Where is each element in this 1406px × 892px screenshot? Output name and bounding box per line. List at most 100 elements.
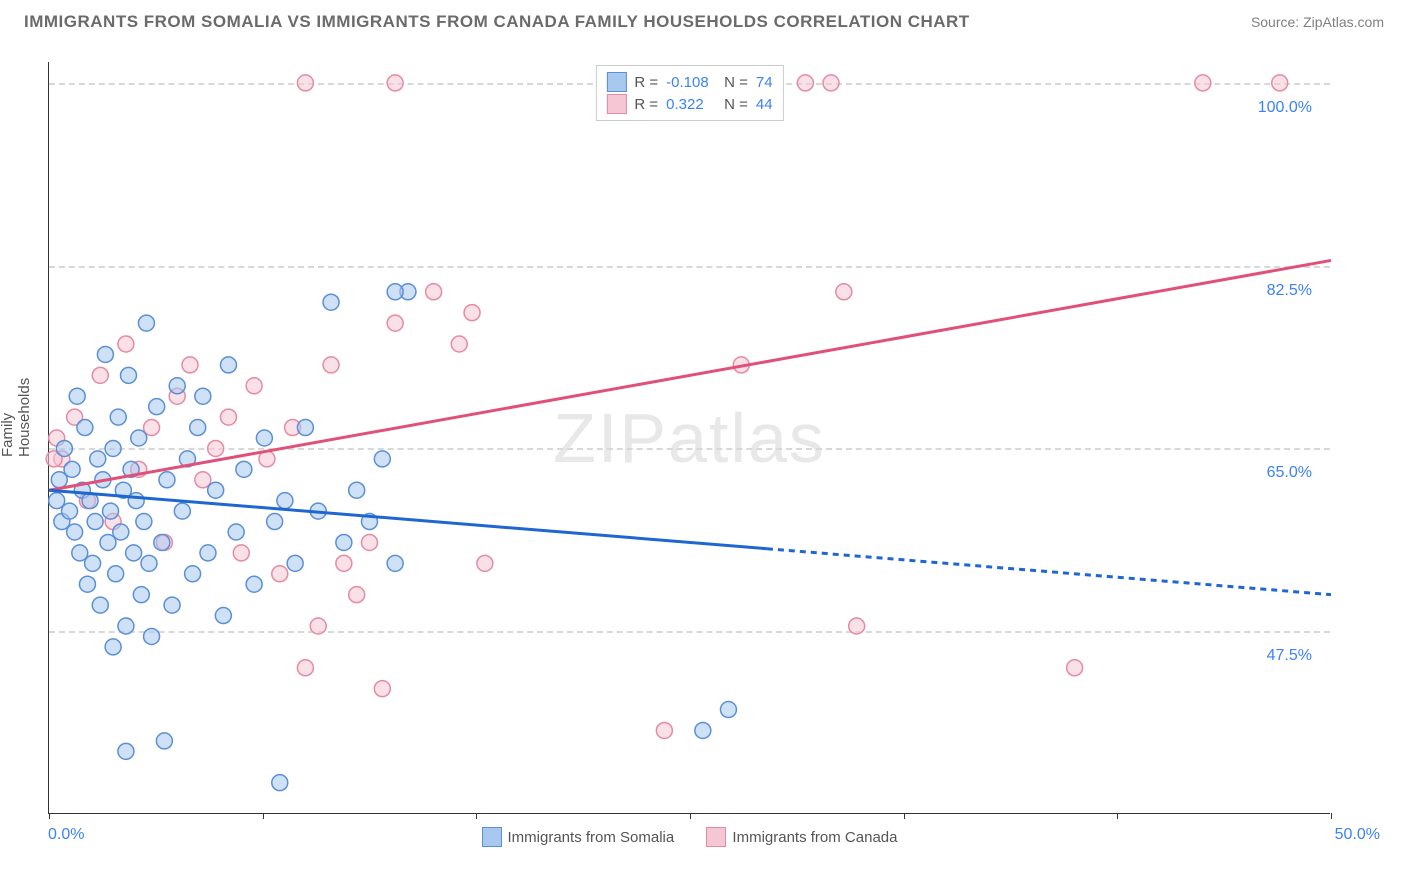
data-point [92,597,108,613]
data-point [62,503,78,519]
regression-line [767,549,1331,595]
data-point [246,576,262,592]
data-point [195,388,211,404]
x-tick-mark [476,813,477,819]
legend-label-somalia: Immigrants from Somalia [508,829,675,846]
data-point [149,399,165,415]
data-point [90,451,106,467]
data-point [823,75,839,91]
data-point [272,775,288,791]
data-point [92,367,108,383]
data-point [128,493,144,509]
data-point [85,555,101,571]
data-point [720,702,736,718]
data-point [1272,75,1288,91]
data-point [126,545,142,561]
data-point [118,743,134,759]
data-point [113,524,129,540]
data-point [272,566,288,582]
correlation-legend: R = -0.108 N = 74 R = 0.322 N = 44 [595,65,783,121]
data-point [1195,75,1211,91]
data-point [156,733,172,749]
chart-title: IMMIGRANTS FROM SOMALIA VS IMMIGRANTS FR… [24,12,970,32]
data-point [387,284,403,300]
plot-area: ZIPatlas R = -0.108 N = 74 R = 0.322 N =… [48,62,1330,814]
data-point [277,493,293,509]
data-point [233,545,249,561]
data-point [336,534,352,550]
data-point [138,315,154,331]
legend-item-somalia: Immigrants from Somalia [482,827,675,847]
series-legend: Immigrants from Somalia Immigrants from … [49,827,1330,851]
data-point [387,75,403,91]
y-axis-label: Family Households [0,437,33,457]
data-point [349,482,365,498]
data-point [105,440,121,456]
data-point [656,722,672,738]
data-point [236,461,252,477]
source-label: Source: ZipAtlas.com [1251,14,1384,30]
legend-row-somalia: R = -0.108 N = 74 [606,72,772,92]
data-point [185,566,201,582]
data-point [136,514,152,530]
data-point [118,618,134,634]
x-min-label: 0.0% [48,826,84,844]
data-point [387,315,403,331]
data-point [200,545,216,561]
data-point [64,461,80,477]
data-point [108,566,124,582]
x-tick-mark [1331,813,1332,819]
data-point [208,440,224,456]
data-point [118,336,134,352]
data-point [131,430,147,446]
n-label: N = [724,96,748,113]
chart-svg [49,62,1330,813]
data-point [464,305,480,321]
data-point [451,336,467,352]
n-value-canada: 44 [756,96,773,113]
data-point [97,346,113,362]
data-point [133,587,149,603]
data-point [287,555,303,571]
data-point [374,681,390,697]
data-point [105,639,121,655]
data-point [323,294,339,310]
r-value-canada: 0.322 [666,96,716,113]
x-max-label: 50.0% [1335,826,1380,844]
swatch-canada-icon [706,827,726,847]
data-point [426,284,442,300]
swatch-canada [606,94,626,114]
data-point [144,628,160,644]
x-tick-mark [263,813,264,819]
r-label: R = [634,96,658,113]
data-point [220,357,236,373]
x-tick-mark [690,813,691,819]
data-point [79,576,95,592]
r-label: R = [634,74,658,91]
data-point [297,420,313,436]
data-point [349,587,365,603]
data-point [246,378,262,394]
data-point [362,534,378,550]
x-tick-mark [904,813,905,819]
n-value-somalia: 74 [756,74,773,91]
n-label: N = [724,74,748,91]
data-point [695,722,711,738]
data-point [323,357,339,373]
data-point [67,524,83,540]
data-point [387,555,403,571]
r-value-somalia: -0.108 [666,74,716,91]
data-point [141,555,157,571]
swatch-somalia [606,72,626,92]
data-point [310,618,326,634]
data-point [164,597,180,613]
data-point [182,357,198,373]
data-point [256,430,272,446]
data-point [849,618,865,634]
data-point [77,420,93,436]
data-point [110,409,126,425]
data-point [56,440,72,456]
legend-row-canada: R = 0.322 N = 44 [606,94,772,114]
data-point [374,451,390,467]
data-point [297,75,313,91]
